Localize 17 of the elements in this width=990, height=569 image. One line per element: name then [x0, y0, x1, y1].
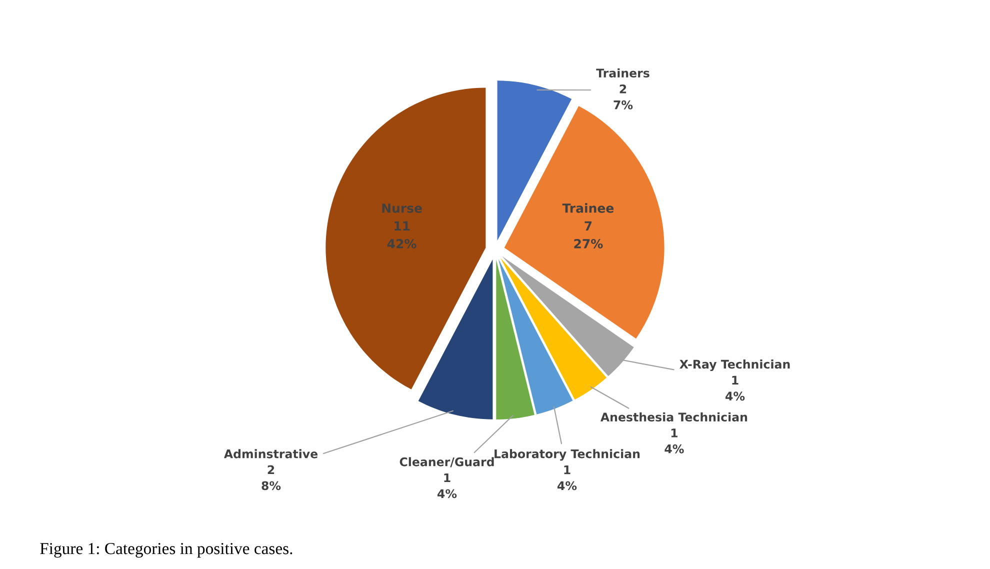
slice-label: Anesthesia Technician — [600, 412, 748, 422]
slice-label: Adminstrative — [224, 449, 318, 458]
slice-label: Cleaner/Guard — [400, 457, 494, 468]
slice-label: Nurse — [382, 204, 422, 213]
data-label: 1 4% — [438, 473, 457, 498]
data-label: 2 7% — [614, 84, 633, 110]
data-label: 7 27% — [574, 221, 603, 248]
slice-label: X-Ray Technician — [680, 360, 790, 372]
slice-label: Trainers — [596, 68, 650, 78]
data-label: 1 4% — [558, 465, 577, 490]
data-label: 11 42% — [387, 221, 416, 248]
caption: Figure 1: Categories in positive cases. — [40, 542, 292, 558]
slice-label: Laboratory Technician — [494, 449, 640, 461]
data-label: 2 8% — [262, 465, 281, 490]
data-label: 1 4% — [726, 376, 745, 401]
slice-label: Trainee — [562, 203, 614, 213]
data-label: 1 4% — [664, 428, 684, 454]
